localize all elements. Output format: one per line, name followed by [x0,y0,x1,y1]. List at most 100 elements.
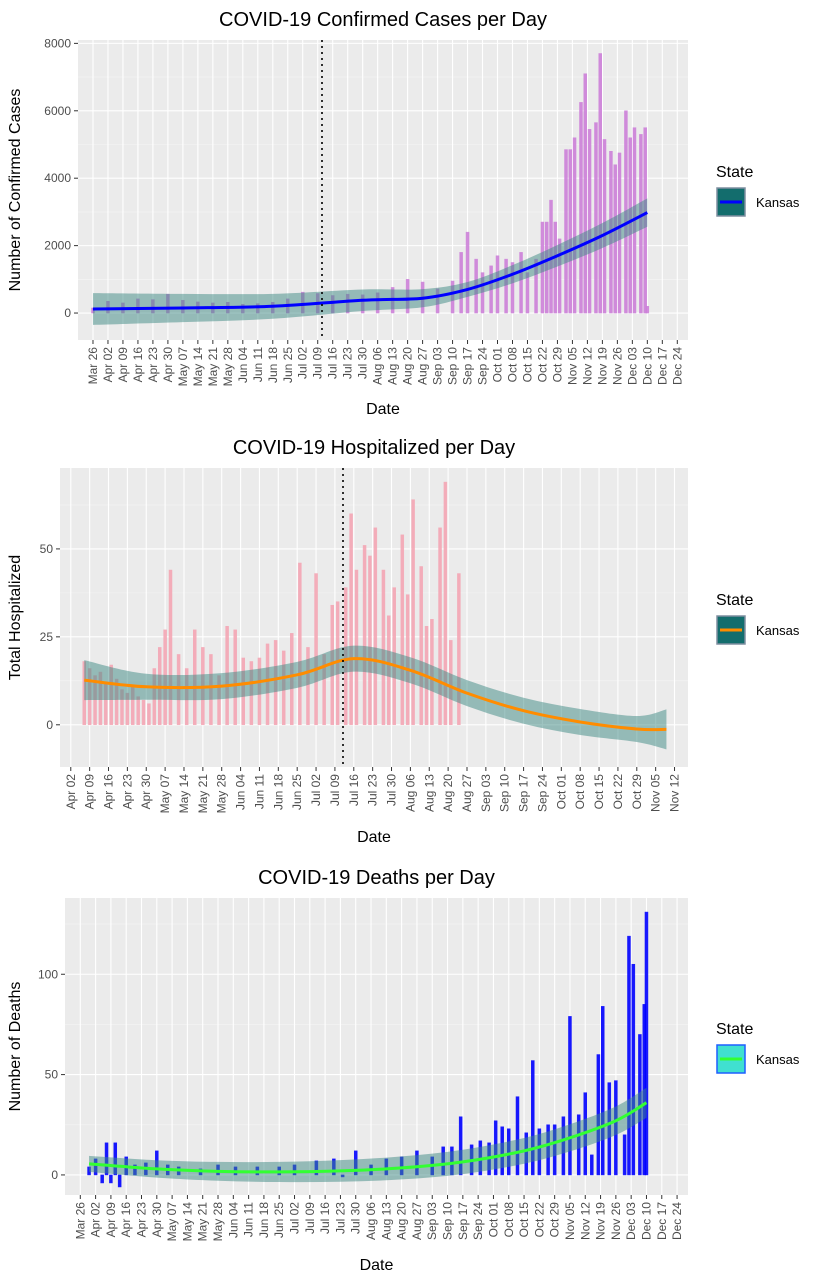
x-tick-label: Apr 23 [135,1202,149,1238]
x-tick-label: Oct 29 [548,1202,562,1238]
y-axis-title: Number of Deaths [7,982,24,1112]
bar [594,122,598,314]
x-tick-label: Aug 06 [403,774,417,812]
bar [362,545,367,726]
bar [306,647,310,726]
legend-title: State [716,1021,753,1038]
bar [117,1174,122,1188]
x-tick-label: May 14 [191,347,205,387]
x-tick-label: Apr 23 [120,774,134,810]
x-tick-label: Aug 13 [379,1202,393,1240]
bar [519,252,523,314]
y-tick-label: 2000 [44,239,71,253]
x-tick-label: Sep 17 [461,347,475,385]
x-tick-label: Aug 13 [386,347,400,385]
x-tick-label: Nov 05 [649,774,663,812]
x-tick-label: Jun 25 [272,1202,286,1238]
x-tick-label: May 28 [215,774,229,814]
x-tick-label: Jun 11 [251,347,265,382]
bar [504,258,508,314]
bar [587,129,592,314]
x-tick-label: Nov 26 [609,1202,623,1240]
bar [457,573,461,726]
x-axis-title: Date [366,401,400,418]
bar [100,1174,104,1184]
x-tick-label: Apr 09 [83,774,97,810]
bar [443,481,448,726]
x-tick-label: Nov 12 [668,774,682,812]
bar [572,137,577,314]
bar [419,566,423,726]
x-tick-label: Oct 01 [491,347,505,383]
y-tick-label: 0 [51,1168,58,1182]
x-tick-label: Apr 16 [119,1202,133,1238]
x-tick-label: May 21 [196,774,210,814]
x-tick-label: Aug 27 [460,774,474,812]
x-tick-label: Sep 17 [517,774,531,812]
x-tick-label: Aug 20 [395,1202,409,1240]
bar [598,53,602,314]
bar [645,306,650,314]
x-tick-label: Jul 02 [296,347,310,379]
x-tick-label: Oct 01 [486,1202,500,1238]
bar [525,272,530,314]
x-tick-label: Jul 16 [347,774,361,806]
x-tick-label: Jun 25 [281,347,295,383]
bar [368,555,372,726]
x-tick-label: Jul 02 [288,1202,302,1234]
x-tick-label: Jul 30 [349,1202,363,1234]
bar [622,1134,627,1176]
x-tick-label: Oct 01 [554,774,568,810]
bar [459,252,463,314]
chart-2: Apr 02 Apr 09 Apr 16 Apr 23 Apr 30 May 07 May … [7,437,800,846]
x-tick-label: Jul 16 [318,1202,332,1234]
bar [349,513,353,726]
x-tick-label: Dec 24 [670,1202,684,1240]
bar [600,1006,605,1176]
bar [579,102,583,314]
bar [564,149,568,314]
x-tick-label: Aug 20 [401,347,415,385]
x-tick-label: Jul 30 [385,774,399,806]
y-axis-title: Total Hospitalized [7,555,24,680]
plot-panel [65,898,688,1195]
chart-title: COVID-19 Confirmed Cases per Day [219,9,547,31]
x-axis-title: Date [360,1257,394,1274]
x-tick-label: Oct 08 [502,1202,516,1238]
x-tick-label: Jun 04 [236,347,250,383]
x-tick-label: Jul 09 [311,347,325,379]
x-tick-label: Oct 15 [520,347,534,383]
x-tick-label: Apr 30 [161,347,175,383]
x-tick-label: Nov 19 [594,1202,608,1240]
bar [644,911,649,1176]
x-tick-label: May 28 [221,347,235,387]
bar [583,73,588,314]
x-tick-label: Dec 10 [640,347,654,385]
x-tick-label: Oct 22 [532,1202,546,1238]
x-tick-label: May 14 [177,774,191,814]
legend-title: State [716,164,753,181]
x-tick-label: Aug 13 [422,774,436,812]
bar [465,231,470,314]
chart-title: COVID-19 Deaths per Day [258,867,495,889]
x-tick-label: Jul 30 [356,347,370,379]
y-axis-title: Number of Confirmed Cases [7,89,24,292]
x-tick-label: May 14 [180,1202,194,1242]
bar [298,562,302,726]
x-tick-label: Sep 10 [441,1202,455,1240]
y-tick-label: 100 [38,967,58,981]
bar [438,527,442,726]
x-tick-label: Apr 02 [64,774,78,810]
x-tick-label: Sep 03 [431,347,445,385]
smooth-line [92,211,649,311]
x-tick-label: Apr 09 [104,1202,118,1238]
x-tick-label: Apr 02 [89,1202,103,1238]
x-tick-label: Sep 10 [498,774,512,812]
x-tick-label: Apr 16 [131,347,145,383]
x-tick-label: Jun 11 [242,1202,256,1237]
x-tick-label: Nov 05 [565,347,579,385]
